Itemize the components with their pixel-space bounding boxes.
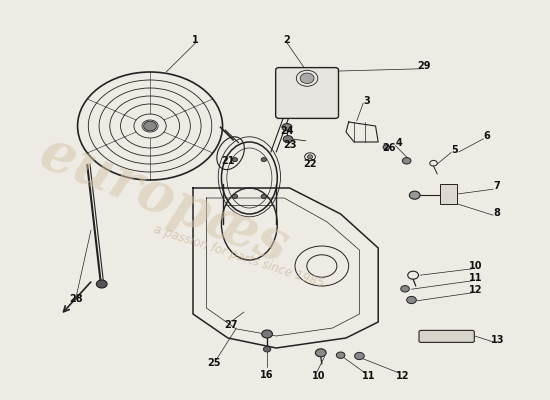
Text: 29: 29 [417,61,431,71]
Text: 24: 24 [280,126,294,136]
Circle shape [263,346,271,352]
Circle shape [262,330,272,338]
Circle shape [283,136,293,143]
Circle shape [355,352,364,360]
Text: 28: 28 [70,294,84,304]
Circle shape [403,158,411,164]
Text: 21: 21 [221,156,235,166]
Text: 10: 10 [469,261,483,271]
FancyBboxPatch shape [419,330,474,342]
Text: a passion for parts since 1985: a passion for parts since 1985 [152,222,326,290]
Text: 3: 3 [363,96,370,106]
Text: 22: 22 [303,159,317,169]
Text: europæs: europæs [31,125,296,275]
Text: 26: 26 [382,143,395,153]
Circle shape [144,121,157,131]
FancyBboxPatch shape [276,68,338,118]
Circle shape [300,73,314,84]
Text: 25: 25 [208,358,221,368]
Text: 8: 8 [493,208,500,218]
Text: 12: 12 [395,371,409,381]
Text: 4: 4 [395,138,402,148]
Circle shape [337,352,345,358]
Bar [440,184,457,204]
Text: 27: 27 [224,320,238,330]
Text: 2: 2 [284,35,290,45]
Circle shape [282,124,292,131]
Circle shape [406,296,416,304]
Text: 6: 6 [483,131,490,141]
Circle shape [401,286,409,292]
Circle shape [307,155,313,159]
Circle shape [315,349,326,357]
Circle shape [261,194,267,198]
Text: 10: 10 [312,371,326,381]
Circle shape [96,280,107,288]
Text: 12: 12 [469,285,483,295]
Circle shape [261,158,267,162]
Circle shape [232,158,238,162]
Text: 7: 7 [493,181,500,191]
Circle shape [383,145,389,150]
Text: 11: 11 [469,273,483,283]
Text: 13: 13 [491,335,504,345]
Text: 5: 5 [451,144,458,154]
Text: 1: 1 [192,35,199,45]
Text: 16: 16 [260,370,274,380]
Text: 11: 11 [362,371,375,381]
Circle shape [409,191,420,199]
Text: 23: 23 [283,140,296,150]
Circle shape [232,194,238,198]
